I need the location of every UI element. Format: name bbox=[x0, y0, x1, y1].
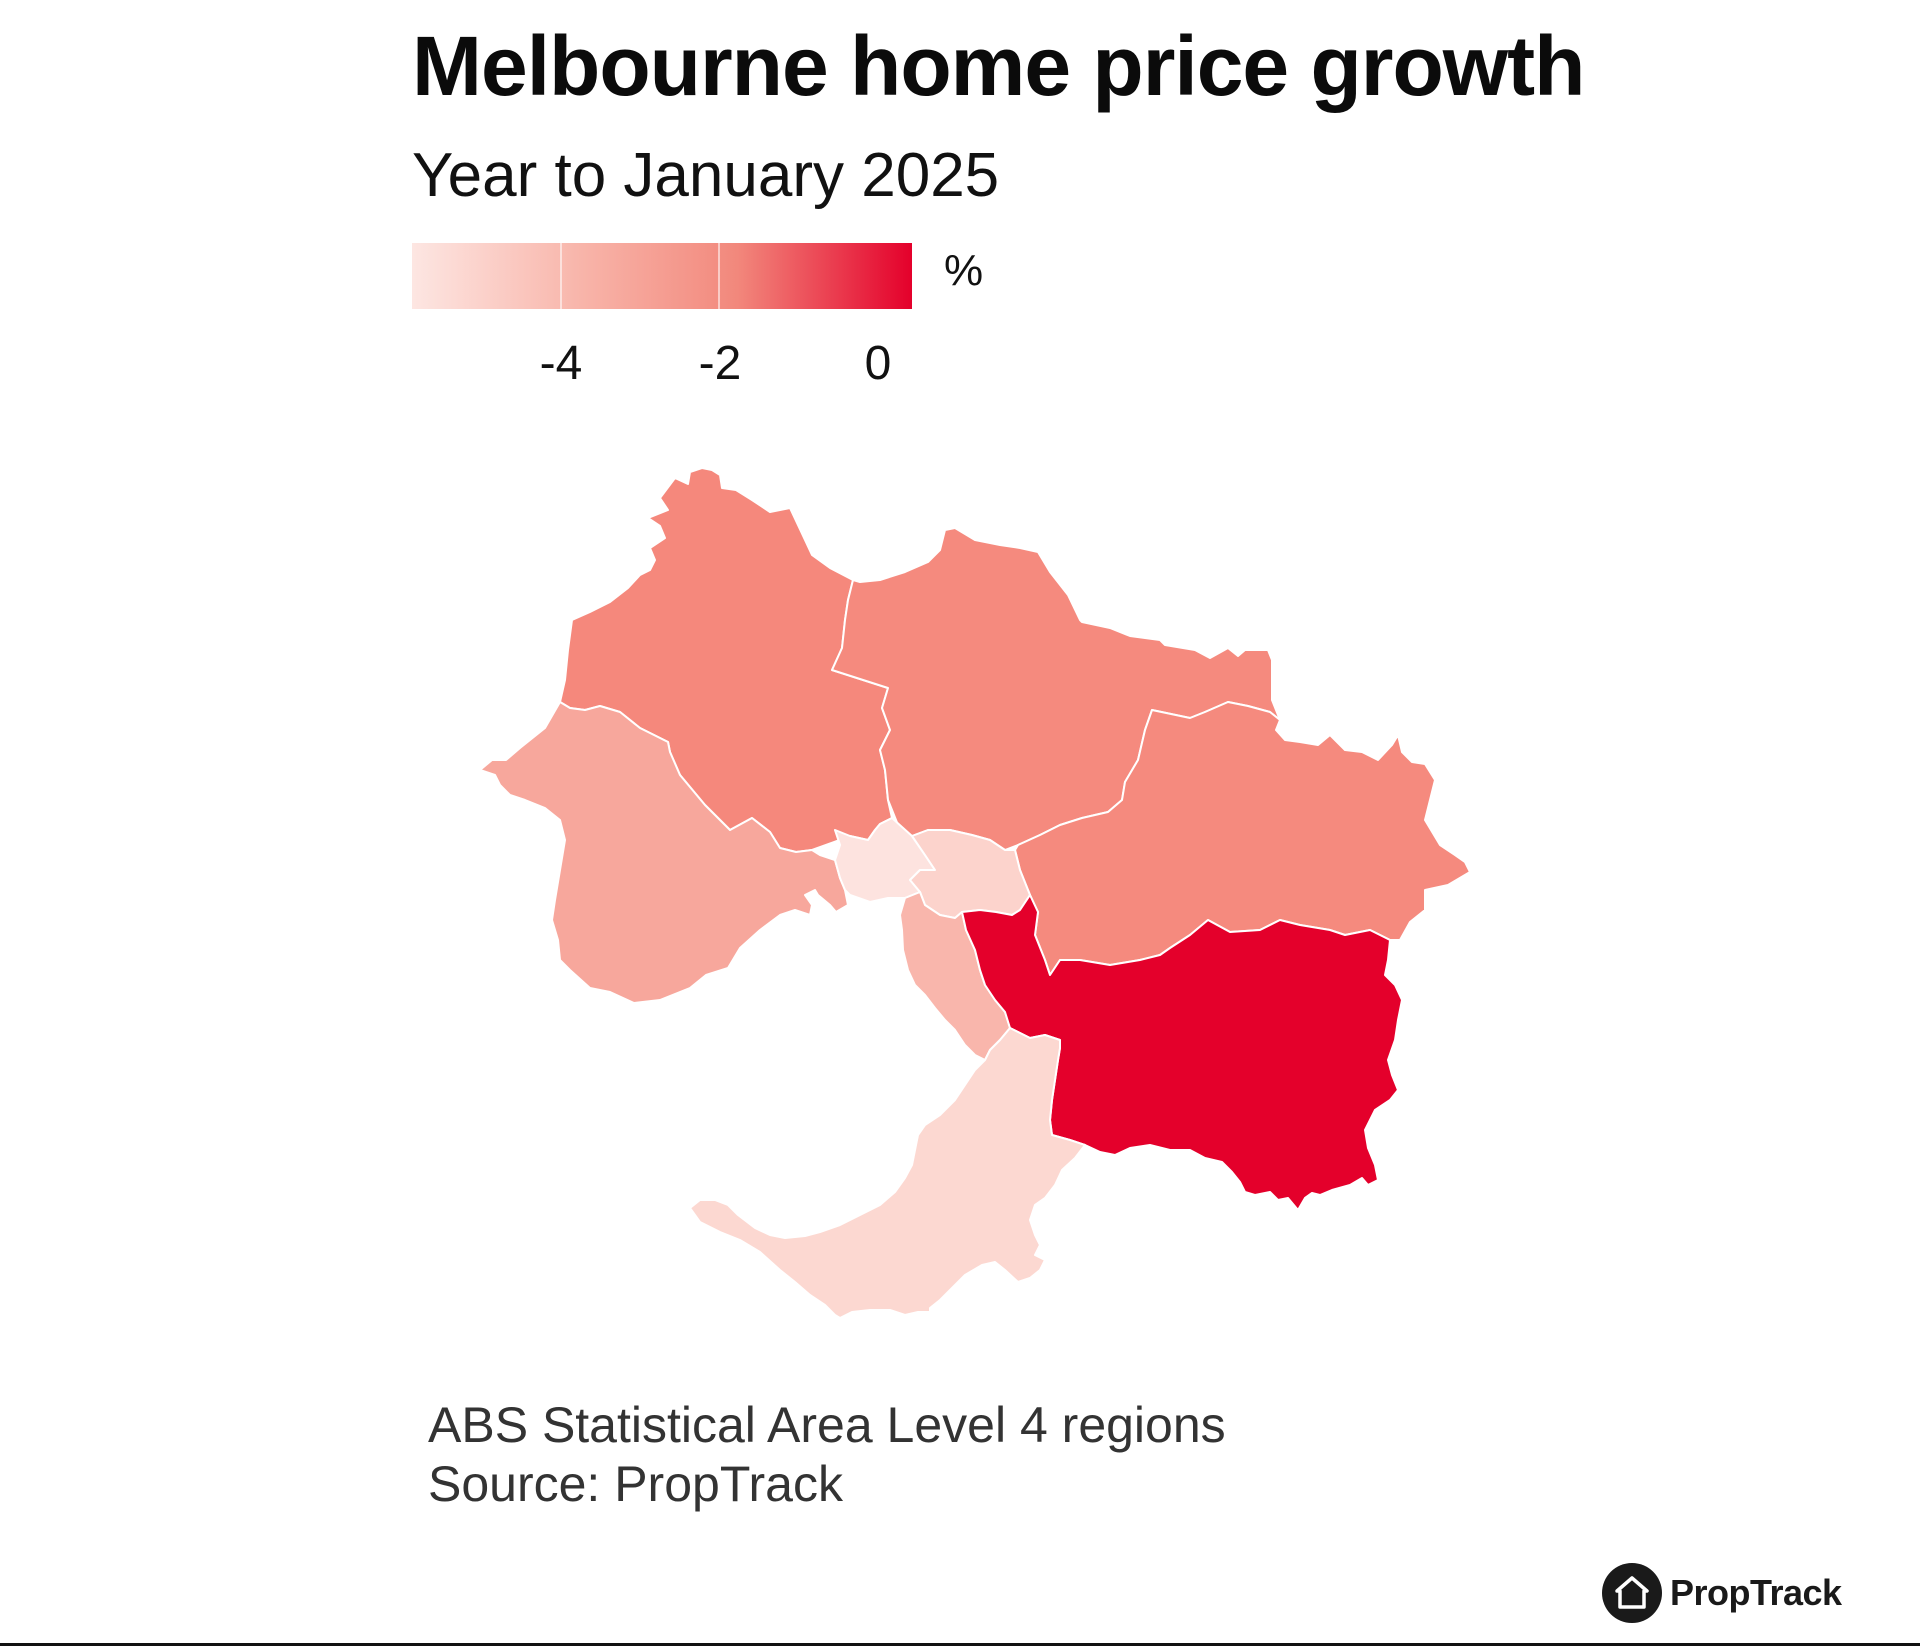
house-icon bbox=[1602, 1563, 1662, 1623]
legend-tick-label: -2 bbox=[698, 337, 742, 390]
legend-tick-mark bbox=[560, 243, 562, 309]
color-legend bbox=[412, 243, 912, 309]
bottom-border bbox=[0, 1643, 1920, 1646]
page-subtitle: Year to January 2025 bbox=[412, 141, 1000, 210]
page-title: Melbourne home price growth bbox=[412, 19, 1585, 113]
region-mornington-peninsula[interactable] bbox=[689, 1027, 1086, 1319]
logo-wordmark: PropTrack bbox=[1670, 1572, 1842, 1613]
legend-tick-mark bbox=[718, 243, 720, 309]
caption-regions: ABS Statistical Area Level 4 regions bbox=[428, 1397, 1226, 1453]
legend-tick-label: -4 bbox=[539, 337, 583, 390]
legend-unit-label: % bbox=[944, 246, 984, 295]
proptrack-logo[interactable]: PropTrack bbox=[1602, 1563, 1842, 1623]
region-west[interactable] bbox=[479, 701, 849, 1004]
legend-gradient-bar bbox=[412, 243, 912, 309]
legend-tick-label: 0 bbox=[864, 337, 892, 390]
caption-source: Source: PropTrack bbox=[428, 1456, 843, 1512]
